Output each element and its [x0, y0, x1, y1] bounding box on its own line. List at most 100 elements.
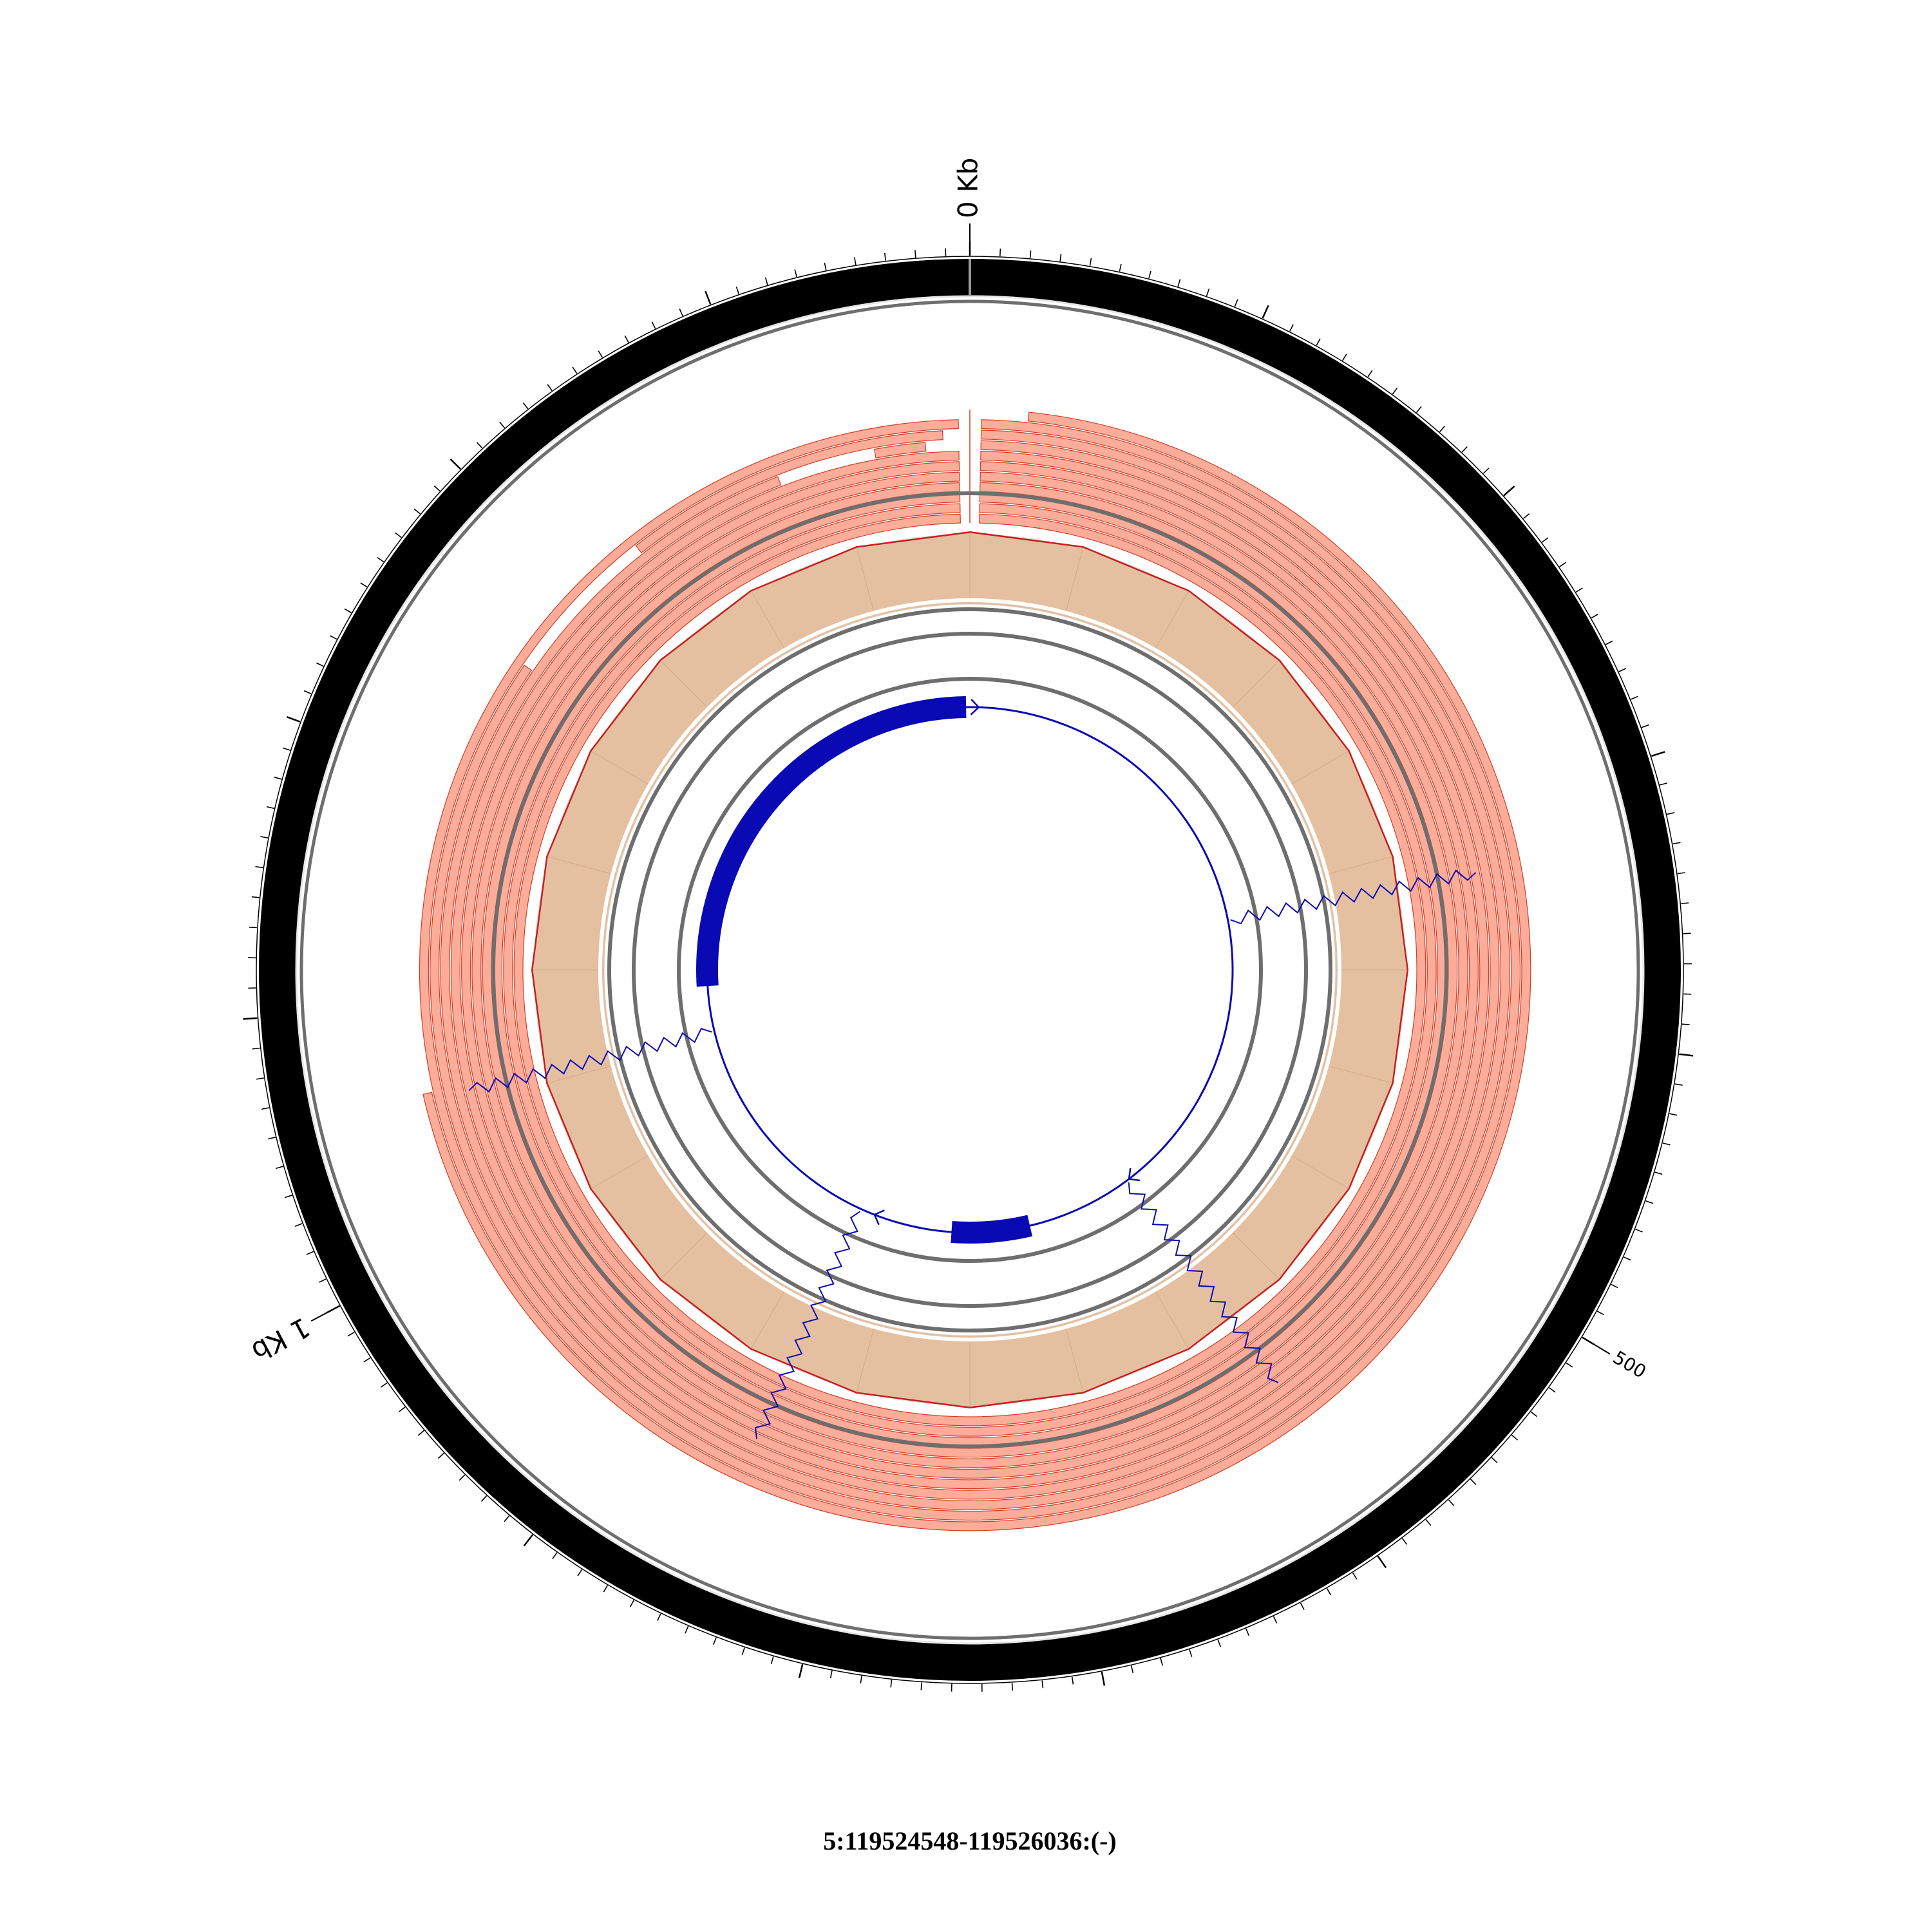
minor-tick: [1605, 640, 1613, 645]
minor-tick: [624, 335, 629, 343]
minor-tick: [1245, 1628, 1250, 1636]
minor-tick: [1482, 468, 1490, 474]
minor-tick: [713, 1637, 717, 1645]
minor-tick: [1522, 513, 1530, 519]
coverage-bin-divider: [547, 1064, 617, 1084]
scale-label-leader: [310, 1305, 340, 1322]
minor-tick: [764, 277, 768, 285]
read-alignment: [873, 442, 927, 459]
minor-tick: [1645, 1200, 1654, 1204]
minor-tick: [1401, 1538, 1408, 1545]
minor-tick: [794, 269, 797, 278]
read-alignment: [513, 513, 1426, 1426]
minor-tick: [741, 1647, 745, 1656]
minor-tick: [251, 896, 260, 898]
strand-arrow: [1128, 1168, 1140, 1182]
minor-tick: [1681, 902, 1689, 904]
major-tick: [1262, 305, 1269, 319]
minor-tick: [283, 747, 290, 751]
minor-tick: [306, 1251, 314, 1255]
minor-tick: [499, 421, 506, 429]
major-tick: [705, 290, 712, 305]
minor-tick: [360, 582, 368, 588]
major-tick: [1377, 1555, 1387, 1568]
minor-tick: [438, 1452, 444, 1459]
minor-tick: [1439, 426, 1445, 433]
gene-exon: [696, 696, 967, 987]
minor-tick: [1059, 253, 1062, 261]
minor-tick: [1071, 1676, 1074, 1685]
minor-tick: [1674, 1083, 1683, 1086]
coverage-bin-divider: [591, 1152, 654, 1189]
minor-tick: [1491, 1457, 1498, 1464]
minor-tick: [854, 257, 857, 265]
minor-tick: [1289, 324, 1294, 332]
read-alignment: [419, 419, 1521, 1521]
scale-label-leader: [1582, 1336, 1611, 1355]
coverage-bin-divider: [1064, 547, 1084, 617]
minor-tick: [266, 806, 274, 810]
splice-junction: [754, 1211, 861, 1439]
minor-tick: [319, 1278, 327, 1283]
minor-tick: [417, 1430, 424, 1436]
minor-tick: [1635, 1228, 1643, 1233]
strand-arrow: [699, 975, 716, 985]
scale-label: 500: [1609, 1347, 1650, 1383]
major-tick: [523, 1534, 534, 1547]
minor-tick: [1618, 668, 1626, 672]
minor-tick: [770, 1656, 774, 1664]
minor-tick: [914, 250, 916, 258]
minor-tick: [261, 1107, 270, 1110]
minor-tick: [399, 1406, 406, 1412]
minor-tick: [274, 776, 282, 780]
minor-tick: [1029, 250, 1032, 259]
minor-tick: [344, 608, 352, 614]
minor-tick: [1448, 1499, 1455, 1506]
read-alignment-track: [419, 410, 1531, 1531]
minor-tick: [1669, 1113, 1678, 1116]
coverage-bin-divider: [1152, 591, 1189, 654]
minor-tick: [1548, 1387, 1556, 1393]
minor-tick: [1681, 1023, 1690, 1025]
read-alignment: [635, 430, 943, 554]
gene-exon: [951, 1215, 1033, 1244]
minor-tick: [1624, 1256, 1631, 1261]
read-alignment: [422, 412, 1531, 1531]
major-tick: [1503, 485, 1515, 497]
read-alignment: [503, 503, 1437, 1437]
strand-arrow: [970, 698, 980, 715]
minor-tick: [377, 556, 384, 563]
coverage-bin-divider: [750, 591, 788, 654]
minor-tick: [1660, 782, 1668, 786]
minor-tick: [1461, 446, 1468, 453]
major-tick: [1679, 1053, 1694, 1057]
minor-tick: [1177, 279, 1181, 287]
minor-tick: [1631, 696, 1638, 700]
coverage-bin-divider: [1152, 1286, 1189, 1349]
read-alignment: [482, 482, 1458, 1458]
minor-tick: [685, 1625, 689, 1634]
ideogram-border: [299, 299, 1640, 1640]
minor-tick: [395, 532, 402, 538]
minor-tick: [1596, 1311, 1605, 1316]
minor-tick: [522, 402, 529, 410]
minor-tick: [504, 1515, 510, 1522]
minor-tick: [629, 1600, 634, 1607]
read-alignment: [450, 450, 1490, 1490]
minor-tick: [829, 1670, 833, 1679]
minor-tick: [824, 262, 827, 270]
major-tick: [450, 459, 462, 470]
coverage-bin-divider: [1323, 1064, 1393, 1084]
minor-tick: [1654, 1171, 1663, 1175]
minor-tick: [1667, 812, 1675, 815]
minor-tick: [1273, 1616, 1278, 1624]
minor-tick: [552, 1552, 558, 1560]
track-border-ring: [607, 607, 1332, 1332]
coverage-bin-divider: [750, 1286, 788, 1349]
minor-tick: [860, 1676, 862, 1684]
minor-tick: [1041, 1680, 1044, 1689]
coverage-bin-divider: [659, 659, 712, 712]
minor-tick: [735, 286, 740, 294]
minor-tick: [1189, 1649, 1193, 1657]
